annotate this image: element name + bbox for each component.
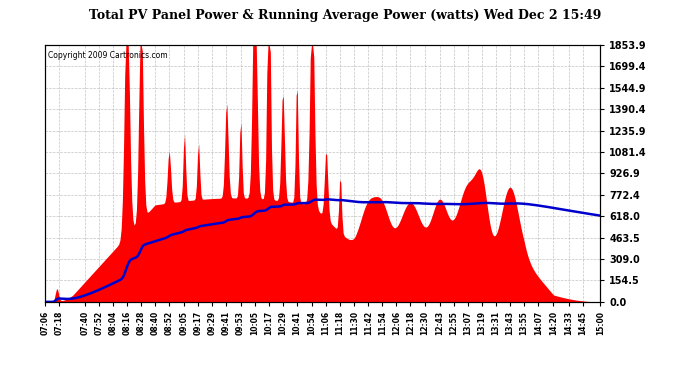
Text: Copyright 2009 Cartronics.com: Copyright 2009 Cartronics.com [48,51,167,60]
Text: Total PV Panel Power & Running Average Power (watts) Wed Dec 2 15:49: Total PV Panel Power & Running Average P… [89,9,601,22]
